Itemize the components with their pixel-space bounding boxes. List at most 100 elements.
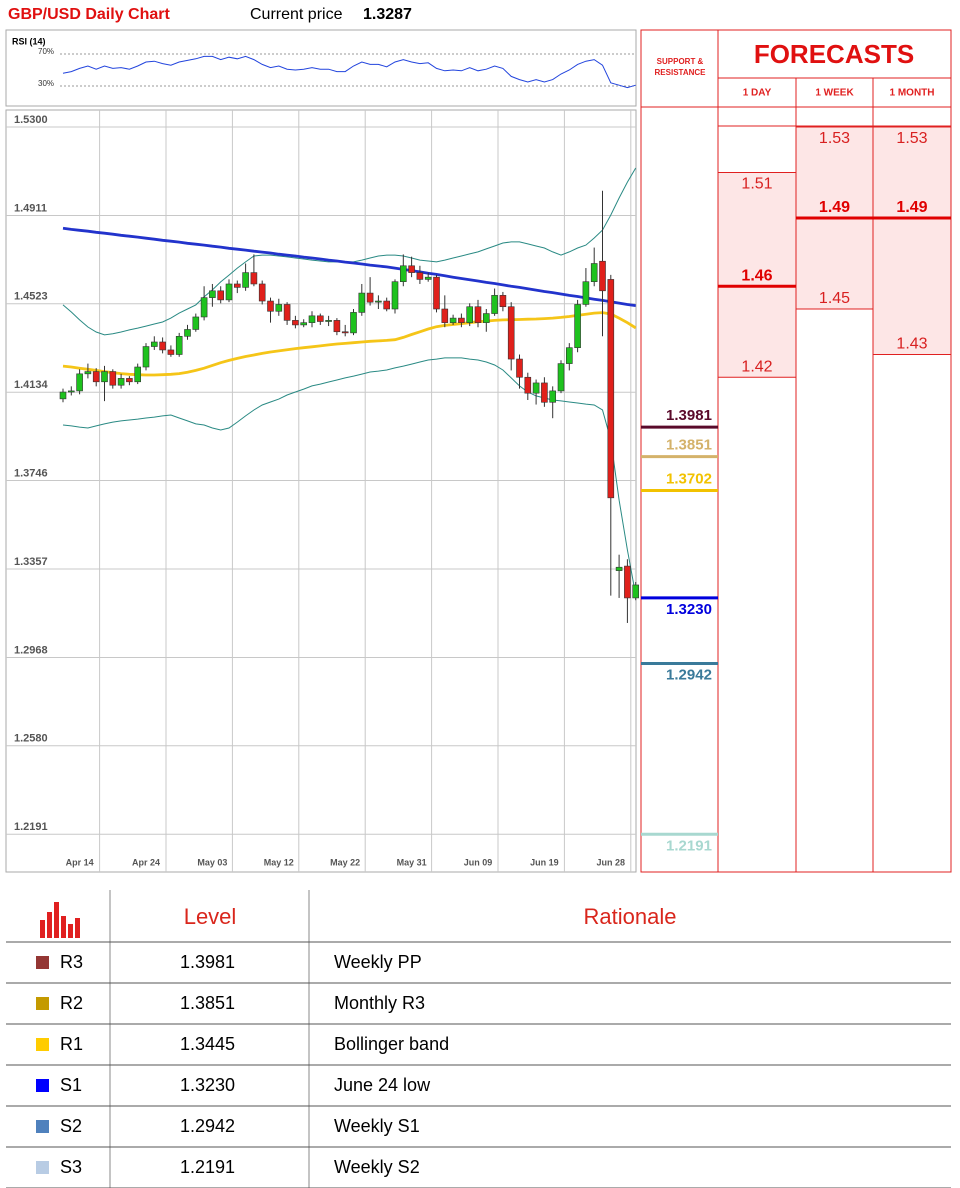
candle-body bbox=[84, 371, 92, 375]
level-value: 1.2942 bbox=[180, 1116, 235, 1136]
candle-body bbox=[175, 335, 183, 355]
forecast-range bbox=[718, 172, 796, 378]
candle-body bbox=[242, 272, 249, 288]
candle-body bbox=[200, 297, 208, 318]
level-value: 1.3981 bbox=[180, 952, 235, 972]
candle-body bbox=[300, 322, 308, 326]
candle-body bbox=[507, 306, 515, 360]
candle-body bbox=[292, 320, 299, 326]
candle-body bbox=[192, 316, 200, 330]
level-name: R3 bbox=[60, 952, 83, 972]
candle-body bbox=[549, 390, 557, 403]
current-price-label: Current price bbox=[250, 6, 343, 23]
candle-body bbox=[491, 295, 498, 314]
candle-body bbox=[92, 371, 100, 383]
candle-body bbox=[167, 349, 175, 355]
level-value: 1.2191 bbox=[180, 1157, 235, 1177]
candle-body bbox=[499, 295, 507, 308]
candle-body bbox=[482, 313, 490, 323]
sr-level-label: 1.2191 bbox=[666, 837, 712, 854]
candle-body bbox=[624, 565, 631, 599]
level-rationale: Weekly S1 bbox=[334, 1116, 420, 1136]
candle-body bbox=[184, 329, 191, 337]
level-name: S2 bbox=[60, 1116, 82, 1136]
candle-body bbox=[375, 300, 382, 303]
candle-body bbox=[607, 279, 615, 499]
level-swatch bbox=[36, 1038, 49, 1051]
forecasts-title: FORECASTS bbox=[754, 39, 914, 69]
level-rationale: Monthly R3 bbox=[334, 993, 425, 1013]
sr-level-label: 1.3230 bbox=[666, 601, 712, 618]
candle-body bbox=[159, 341, 166, 351]
level-value: 1.3851 bbox=[180, 993, 235, 1013]
sr-level-label: 1.3702 bbox=[666, 471, 712, 488]
candle-body bbox=[441, 308, 449, 323]
y-tick-label: 30% bbox=[38, 79, 54, 88]
candle-body bbox=[126, 378, 133, 383]
level-rationale: Bollinger band bbox=[334, 1034, 449, 1054]
candle-body bbox=[590, 263, 598, 283]
candle-body bbox=[325, 320, 332, 322]
candle-body bbox=[574, 304, 581, 348]
overlay-line bbox=[62, 167, 637, 336]
forecast-column-header: 1 WEEK bbox=[815, 88, 854, 99]
table-header: Level bbox=[184, 904, 237, 929]
candle-body bbox=[151, 341, 158, 347]
table-icon bbox=[40, 902, 80, 938]
candle-body bbox=[258, 283, 266, 302]
price-panel bbox=[5, 109, 637, 873]
sr-level-label: 1.3981 bbox=[666, 407, 712, 424]
x-tick-label: Jun 09 bbox=[464, 857, 493, 867]
candle-body bbox=[142, 346, 150, 368]
candle-body bbox=[68, 390, 75, 393]
forecast-low-label: 1.43 bbox=[896, 336, 927, 353]
level-rationale: June 24 low bbox=[334, 1075, 431, 1095]
level-value: 1.3445 bbox=[180, 1034, 235, 1054]
candle-body bbox=[541, 382, 548, 403]
level-swatch bbox=[36, 1161, 49, 1174]
forecast-high-label: 1.53 bbox=[896, 130, 927, 147]
x-tick-label: May 31 bbox=[397, 857, 427, 867]
level-swatch bbox=[36, 1120, 49, 1133]
candle-body bbox=[275, 304, 283, 312]
candle-body bbox=[383, 300, 391, 310]
y-tick-label: 1.5300 bbox=[14, 114, 48, 126]
icon-bar bbox=[75, 918, 80, 938]
icon-bar bbox=[47, 912, 52, 938]
candle-body bbox=[524, 376, 532, 394]
level-name: R2 bbox=[60, 993, 83, 1013]
x-tick-label: May 12 bbox=[264, 857, 294, 867]
candle-body bbox=[117, 378, 125, 386]
level-swatch bbox=[36, 997, 49, 1010]
table-header: Rationale bbox=[584, 904, 677, 929]
level-swatch bbox=[36, 956, 49, 969]
x-tick-label: May 03 bbox=[197, 857, 227, 867]
y-tick-label: 1.4134 bbox=[14, 379, 49, 391]
forecast-mid-label: 1.49 bbox=[896, 199, 927, 216]
candle-body bbox=[341, 331, 349, 334]
candle-body bbox=[350, 312, 357, 334]
forecast-range bbox=[873, 127, 951, 355]
candle-body bbox=[449, 317, 457, 323]
candle-body bbox=[308, 315, 316, 323]
candle-body bbox=[101, 371, 108, 383]
candle-body bbox=[76, 373, 83, 392]
candle-body bbox=[599, 260, 606, 292]
candle-body bbox=[433, 276, 440, 310]
candle-body bbox=[582, 281, 590, 305]
forecast-frame bbox=[640, 29, 952, 873]
x-tick-label: Apr 24 bbox=[132, 857, 160, 867]
candle-body bbox=[557, 363, 565, 392]
candle-body bbox=[234, 283, 241, 288]
candle-body bbox=[250, 272, 258, 285]
candle-body bbox=[333, 320, 341, 333]
x-tick-label: Jun 28 bbox=[597, 857, 626, 867]
level-name: R1 bbox=[60, 1034, 83, 1054]
forecast-low-label: 1.42 bbox=[741, 358, 772, 375]
y-tick-label: 1.2580 bbox=[14, 733, 48, 745]
candle-body bbox=[458, 317, 465, 323]
chart-title: GBP/USD Daily Chart bbox=[8, 6, 170, 23]
forecast-mid-label: 1.49 bbox=[819, 199, 850, 216]
